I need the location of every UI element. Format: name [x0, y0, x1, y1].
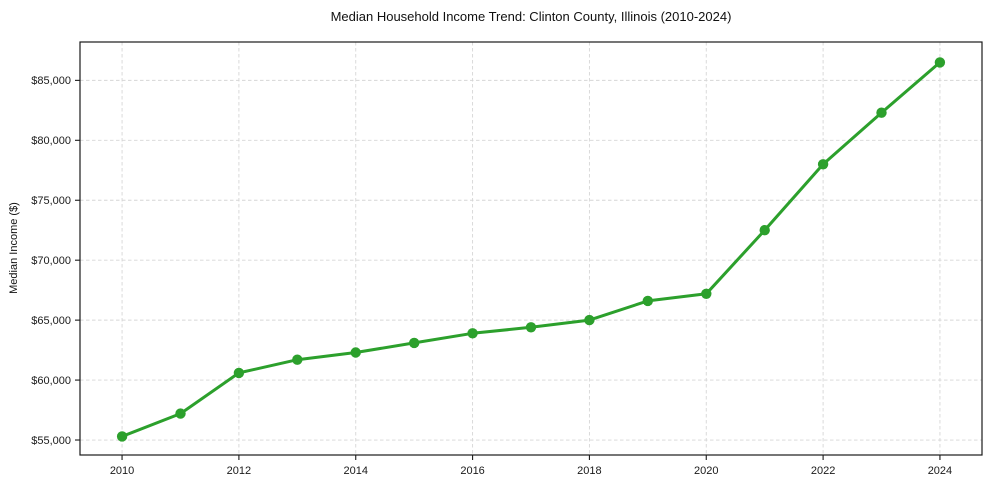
y-tick-label: $70,000	[31, 255, 71, 267]
y-tick-label: $60,000	[31, 375, 71, 387]
data-point-marker	[759, 225, 770, 236]
x-tick-label: 2016	[460, 465, 484, 477]
plot-border	[79, 41, 983, 456]
data-point-marker	[525, 322, 537, 333]
data-point-marker	[409, 337, 420, 349]
data-point-marker	[642, 295, 653, 307]
y-tick-label: $65,000	[31, 315, 71, 327]
data-point-marker	[584, 314, 595, 326]
data-point-marker	[350, 347, 361, 358]
y-tick-label: $55,000	[31, 435, 71, 447]
y-tick-label: $80,000	[31, 135, 71, 147]
x-tick-label: 2018	[577, 465, 601, 477]
data-point-marker	[934, 57, 946, 68]
y-tick-label: $75,000	[31, 195, 71, 207]
x-tick-label: 2020	[694, 465, 718, 477]
x-tick-label: 2024	[928, 465, 952, 477]
data-point-marker	[701, 288, 712, 299]
data-point-marker	[817, 159, 829, 170]
x-tick-label: 2012	[227, 465, 251, 477]
y-tick-label: $85,000	[31, 75, 71, 87]
chart-title: Median Household Income Trend: Clinton C…	[330, 9, 732, 24]
x-tick-label: 2010	[110, 465, 134, 477]
data-point-marker	[175, 408, 186, 419]
data-point-marker	[116, 431, 128, 442]
data-point-marker	[292, 354, 303, 365]
data-point-marker	[876, 107, 887, 118]
x-tick-label: 2022	[811, 465, 835, 477]
data-point-marker	[467, 328, 478, 339]
data-point-marker	[233, 367, 245, 379]
x-tick-label: 2014	[343, 465, 367, 477]
